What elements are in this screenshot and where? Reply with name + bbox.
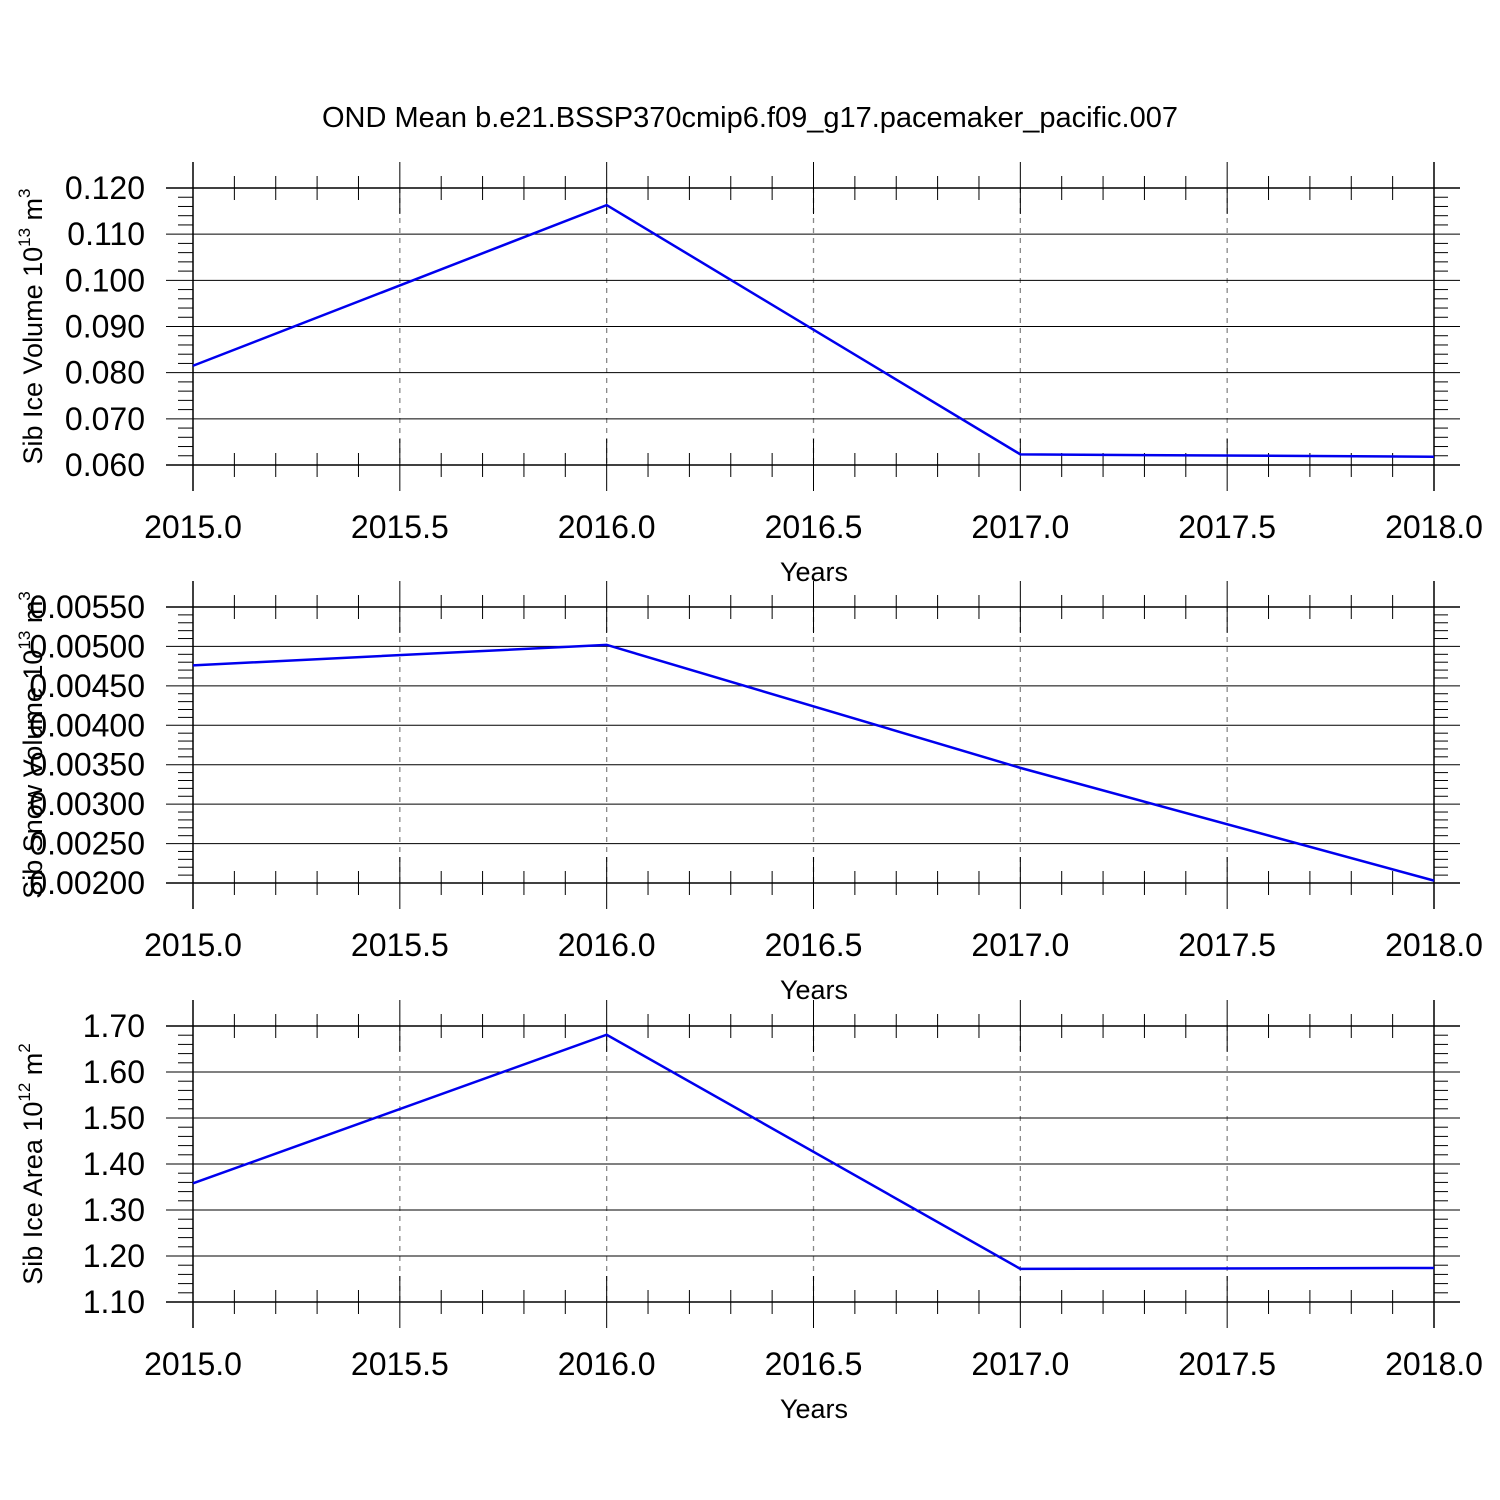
y-tick-label: 0.100 (65, 262, 145, 298)
y-tick-label: 0.00550 (29, 589, 145, 625)
y-axis-title-exp: 13 (15, 631, 34, 650)
y-tick-label: 1.50 (83, 1100, 145, 1136)
y-tick-label: 0.060 (65, 447, 145, 483)
x-tick-label: 2015.0 (144, 509, 242, 545)
x-tick-label: 2016.5 (765, 1346, 863, 1382)
series-line (192, 1033, 1435, 1271)
x-tick-label: 2017.5 (1178, 927, 1276, 963)
x-tick-label: 2017.0 (971, 927, 1069, 963)
x-axis-title: Years (780, 1394, 848, 1424)
y-axis-title-base: Sib Ice Area 10 (18, 1102, 48, 1285)
y-axis-title: Sib Snow Volume 1013 m3 (15, 591, 48, 899)
series-line (192, 643, 1435, 882)
x-tick-label: 2015.5 (351, 1346, 449, 1382)
x-tick-label: 2018.0 (1385, 927, 1483, 963)
x-tick-label: 2017.0 (971, 509, 1069, 545)
y-tick-label: 0.00500 (29, 628, 145, 664)
x-tick-label: 2016.0 (558, 1346, 656, 1382)
x-tick-label: 2017.5 (1178, 1346, 1276, 1382)
y-tick-label: 1.70 (83, 1008, 145, 1044)
y-tick-label: 1.10 (83, 1284, 145, 1320)
y-axis-title-base: Sib Ice Volume 10 (18, 247, 48, 465)
x-tick-label: 2015.5 (351, 509, 449, 545)
y-tick-label: 0.00350 (29, 747, 145, 783)
x-tick-label: 2017.5 (1178, 509, 1276, 545)
y-axis-title-unit: m (18, 198, 48, 228)
y-axis-title-unit-exp: 2 (15, 1043, 34, 1052)
y-tick-label: 0.070 (65, 401, 145, 437)
y-tick-label: 0.00200 (29, 865, 145, 901)
x-tick-label: 2015.0 (144, 1346, 242, 1382)
x-tick-label: 2018.0 (1385, 1346, 1483, 1382)
y-tick-label: 1.60 (83, 1054, 145, 1090)
x-tick-label: 2016.0 (558, 927, 656, 963)
series-line (192, 203, 1435, 458)
panel-1: 0.060 0.070 0.080 0.090 0.100 0.110 0.120 2015.… (15, 162, 1483, 587)
y-tick-label: 0.090 (65, 309, 145, 345)
y-axis-title-unit: m (18, 601, 48, 631)
y-axis-title: Sib Ice Area 1012 m2 (15, 1043, 48, 1285)
panels: 0.060 0.070 0.080 0.090 0.100 0.110 0.120 2015.… (15, 162, 1483, 1424)
y-tick-label: 0.110 (67, 216, 145, 252)
y-tick-label: 0.00300 (29, 786, 145, 822)
y-tick-label: 0.00400 (29, 707, 145, 743)
y-axis-title-unit-exp: 3 (15, 591, 34, 600)
x-tick-label: 2017.0 (971, 1346, 1069, 1382)
x-tick-label: 2016.5 (765, 509, 863, 545)
y-axis-title-exp: 12 (15, 1083, 34, 1102)
y-axis-title-exp: 13 (15, 228, 34, 247)
x-tick-label: 2016.5 (765, 927, 863, 963)
y-tick-label: 0.00250 (29, 826, 145, 862)
y-axis-title-unit-exp: 3 (15, 188, 34, 197)
y-axis-title: Sib Ice Volume 1013 m3 (15, 188, 48, 464)
x-tick-label: 2015.5 (351, 927, 449, 963)
x-tick-label: 2015.0 (144, 927, 242, 963)
figure-title: OND Mean b.e21.BSSP370cmip6.f09_g17.pace… (322, 102, 1178, 134)
y-tick-label: 1.20 (83, 1238, 145, 1274)
y-tick-label: 0.120 (65, 170, 145, 206)
y-tick-label: 0.00450 (29, 668, 145, 704)
y-axis-title-base: Sib Snow Volume 10 (18, 650, 48, 899)
x-tick-label: 2018.0 (1385, 509, 1483, 545)
y-tick-label: 1.40 (83, 1146, 145, 1182)
y-axis-title-unit: m (18, 1053, 48, 1083)
panel-3: 1.10 1.20 1.30 1.40 1.50 1.60 1.70 2015.0 2015.5… (15, 1000, 1483, 1424)
y-tick-label: 0.080 (65, 355, 145, 391)
y-tick-label: 1.30 (83, 1192, 145, 1228)
x-tick-label: 2016.0 (558, 509, 656, 545)
